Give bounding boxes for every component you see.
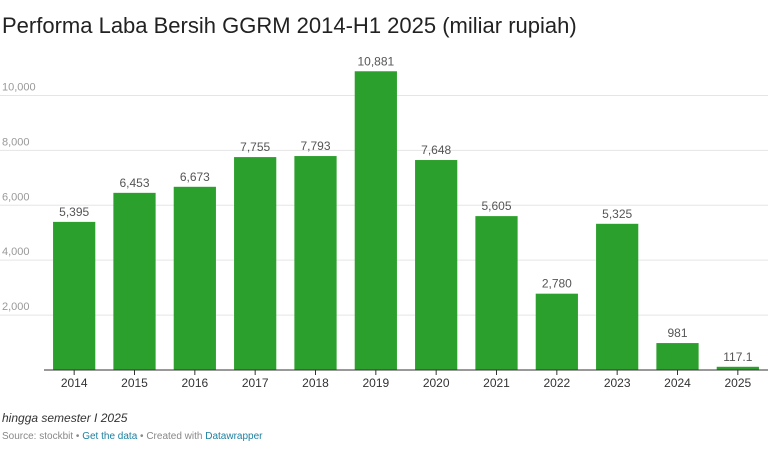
x-tick-label: 2024 [664,376,691,390]
x-tick-label: 2021 [483,376,510,390]
data-label: 2,780 [542,277,572,291]
bar [475,216,518,370]
bar-chart: 2,000 4,000 6,000 8,000 10,000 5,395 6,453 6,6… [0,54,768,390]
bar [173,186,216,370]
y-tick-label: 2,000 [2,301,30,313]
data-label: 117.1 [723,350,752,364]
data-label: 7,648 [421,143,451,157]
bars [53,71,759,370]
bar [53,221,96,370]
y-tick-label: 8,000 [2,136,30,148]
bar [716,366,759,370]
data-label: 5,605 [481,199,511,213]
footer-separator: • [73,431,83,442]
data-label: 7,793 [300,139,330,153]
y-tick-label: 6,000 [2,191,30,203]
created-with-text: Created with [146,431,203,442]
data-label: 5,325 [602,207,632,221]
y-tick-label: 4,000 [2,246,30,258]
bar [535,293,578,370]
bar [354,71,397,370]
x-axis: 2014 2015 2016 2017 2018 2019 2020 2021 2022 2023… [44,369,768,390]
data-label: 10,881 [357,54,394,68]
x-tick-label: 2015 [121,376,148,390]
x-tick-label: 2019 [362,376,389,390]
x-tick-label: 2016 [181,376,208,390]
source-text: Source: stockbit [2,431,74,442]
footer-separator: • [137,431,147,442]
bar [294,156,337,370]
data-label: 5,395 [59,205,89,219]
chart-footer: Source: stockbit • Get the data • Create… [2,431,263,442]
bar [113,192,156,370]
bar [656,343,699,370]
datawrapper-link[interactable]: Datawrapper [205,431,263,442]
bar [415,160,458,370]
data-label: 6,453 [119,176,149,190]
x-tick-label: 2022 [543,376,570,390]
x-tick-label: 2020 [423,376,450,390]
bar [596,223,639,370]
x-tick-label: 2017 [242,376,269,390]
data-labels: 5,395 6,453 6,673 7,755 7,793 10,881 7,648 5,60… [59,54,753,364]
chart-note: hingga semester I 2025 [2,411,128,425]
data-label: 7,755 [240,140,270,154]
data-label: 981 [667,326,687,340]
y-tick-label: 10,000 [2,81,36,93]
data-label: 6,673 [180,170,210,184]
bar [234,157,277,370]
x-tick-label: 2018 [302,376,329,390]
chart-title: Performa Laba Bersih GGRM 2014-H1 2025 (… [2,13,577,38]
x-tick-label: 2014 [61,376,88,390]
x-tick-label: 2023 [604,376,631,390]
x-tick-label: 2025 [724,376,751,390]
get-data-link[interactable]: Get the data [82,431,138,442]
